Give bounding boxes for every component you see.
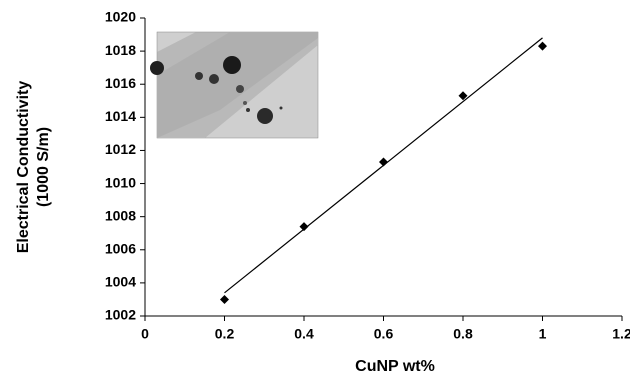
y-tick-label: 1020: [105, 9, 136, 25]
x-tick-label: 0.6: [374, 326, 394, 342]
data-point: [538, 42, 547, 51]
y-tick-label: 1008: [105, 207, 136, 223]
y-tick-label: 1006: [105, 240, 136, 256]
y-tick-label: 1018: [105, 42, 136, 58]
y-tick-label: 1014: [105, 108, 136, 124]
x-tick-label: 0: [141, 326, 149, 342]
x-tick-label: 0.4: [294, 326, 314, 342]
y-axis-title: Electrical Conductivity: [15, 81, 32, 254]
x-tick-label: 0.8: [453, 326, 473, 342]
y-tick-label: 1004: [105, 274, 136, 290]
x-tick-label: 1.2: [612, 326, 630, 342]
inset-micrograph: [150, 32, 318, 138]
x-tick-label: 0.2: [215, 326, 235, 342]
y-tick-label: 1002: [105, 307, 136, 323]
y-axis-title: (1000 S/m): [35, 127, 52, 207]
y-tick-label: 1016: [105, 75, 136, 91]
page: CuNP wt% Electrical Conductivity (1000 S…: [0, 0, 630, 380]
y-tick-label: 1010: [105, 174, 136, 190]
data-point: [300, 222, 309, 231]
x-axis-title: CuNP wt%: [355, 358, 435, 375]
data-point: [379, 158, 388, 167]
data-point: [220, 295, 229, 304]
x-tick-label: 1: [539, 326, 547, 342]
y-tick-label: 1012: [105, 141, 136, 157]
chart: CuNP wt% Electrical Conductivity (1000 S…: [0, 0, 630, 380]
